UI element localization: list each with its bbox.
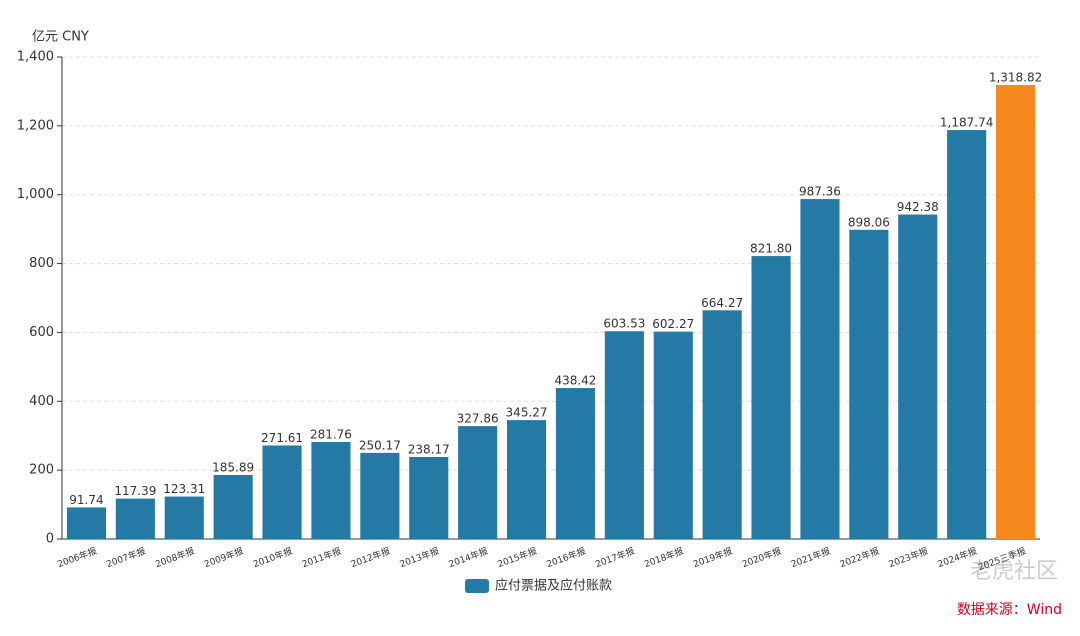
source: 数据来源：Wind [957, 602, 1062, 618]
value-label: 117.39 [114, 484, 156, 498]
x-tick-label: 2009年报 [202, 545, 245, 570]
x-tick-label: 2019年报 [691, 545, 734, 570]
x-tick-label: 2023年报 [887, 545, 930, 570]
y-tick-label: 400 [29, 394, 54, 409]
y-tick-label: 200 [29, 463, 54, 478]
x-tick-label: 2015年报 [496, 545, 539, 570]
value-label: 91.74 [69, 493, 103, 507]
x-tick-label: 2012年报 [349, 545, 392, 570]
value-label: 238.17 [408, 443, 450, 457]
x-tick-label: 2007年报 [105, 545, 148, 570]
value-label: 271.61 [261, 431, 303, 445]
x-tick-label: 2008年报 [154, 545, 197, 570]
value-label: 123.31 [163, 482, 205, 496]
bar [995, 84, 1036, 540]
bar [604, 331, 644, 539]
value-label: 898.06 [848, 215, 890, 229]
bar [800, 199, 840, 540]
bar [164, 496, 204, 539]
y-tick-label: 1,200 [17, 118, 54, 133]
x-tick-label: 2017年报 [594, 545, 637, 570]
value-label: 603.53 [603, 317, 645, 331]
bar [311, 441, 351, 539]
value-label: 664.27 [701, 296, 743, 310]
value-label: 281.76 [310, 427, 352, 441]
bar [262, 445, 302, 539]
bar [702, 310, 742, 539]
bar [947, 130, 987, 540]
x-tick-label: 2022年报 [838, 545, 881, 570]
value-label: 821.80 [750, 242, 792, 256]
value-label: 185.89 [212, 461, 254, 475]
legend-label: 应付票据及应付账款 [495, 578, 612, 594]
bar [653, 331, 693, 539]
bar [458, 426, 498, 539]
bar [360, 452, 400, 539]
y-tick-label: 800 [29, 256, 54, 271]
y-tick-label: 1,400 [17, 50, 54, 65]
bar [898, 214, 938, 539]
x-tick-label: 2011年报 [300, 545, 343, 570]
value-label: 602.27 [652, 317, 694, 331]
value-label: 1,187.74 [940, 116, 993, 130]
value-label: 345.27 [506, 406, 548, 420]
value-label: 942.38 [897, 200, 939, 214]
bar [66, 507, 107, 539]
value-label: 438.42 [554, 374, 596, 388]
x-tick-label: 2014年报 [447, 545, 490, 570]
bar [751, 256, 791, 539]
y-tick-label: 0 [46, 532, 54, 547]
x-tick-label: 2010年报 [251, 545, 294, 570]
x-tick-label: 2021年报 [789, 545, 832, 570]
y-tick-label: 600 [29, 325, 54, 340]
bar [213, 475, 253, 539]
x-tick-label: 2006年报 [56, 545, 99, 570]
x-tick-label: 2020年报 [740, 545, 783, 570]
x-tick-label: 2018年报 [643, 545, 686, 570]
bar [849, 229, 889, 539]
value-label: 987.36 [799, 185, 841, 199]
x-tick-label: 2016年报 [545, 545, 588, 570]
value-label: 327.86 [457, 412, 499, 426]
bar [506, 420, 547, 539]
value-label: 250.17 [359, 438, 401, 452]
value-label: 1,318.82 [989, 70, 1042, 84]
unit-label: 亿元 CNY [32, 30, 89, 45]
bar [409, 457, 449, 539]
watermark: 老虎社区 [970, 559, 1058, 584]
bar [115, 498, 155, 539]
legend-swatch [465, 579, 489, 593]
y-tick-label: 1,000 [17, 187, 54, 202]
x-tick-label: 2013年报 [398, 545, 441, 570]
bar [555, 388, 596, 539]
